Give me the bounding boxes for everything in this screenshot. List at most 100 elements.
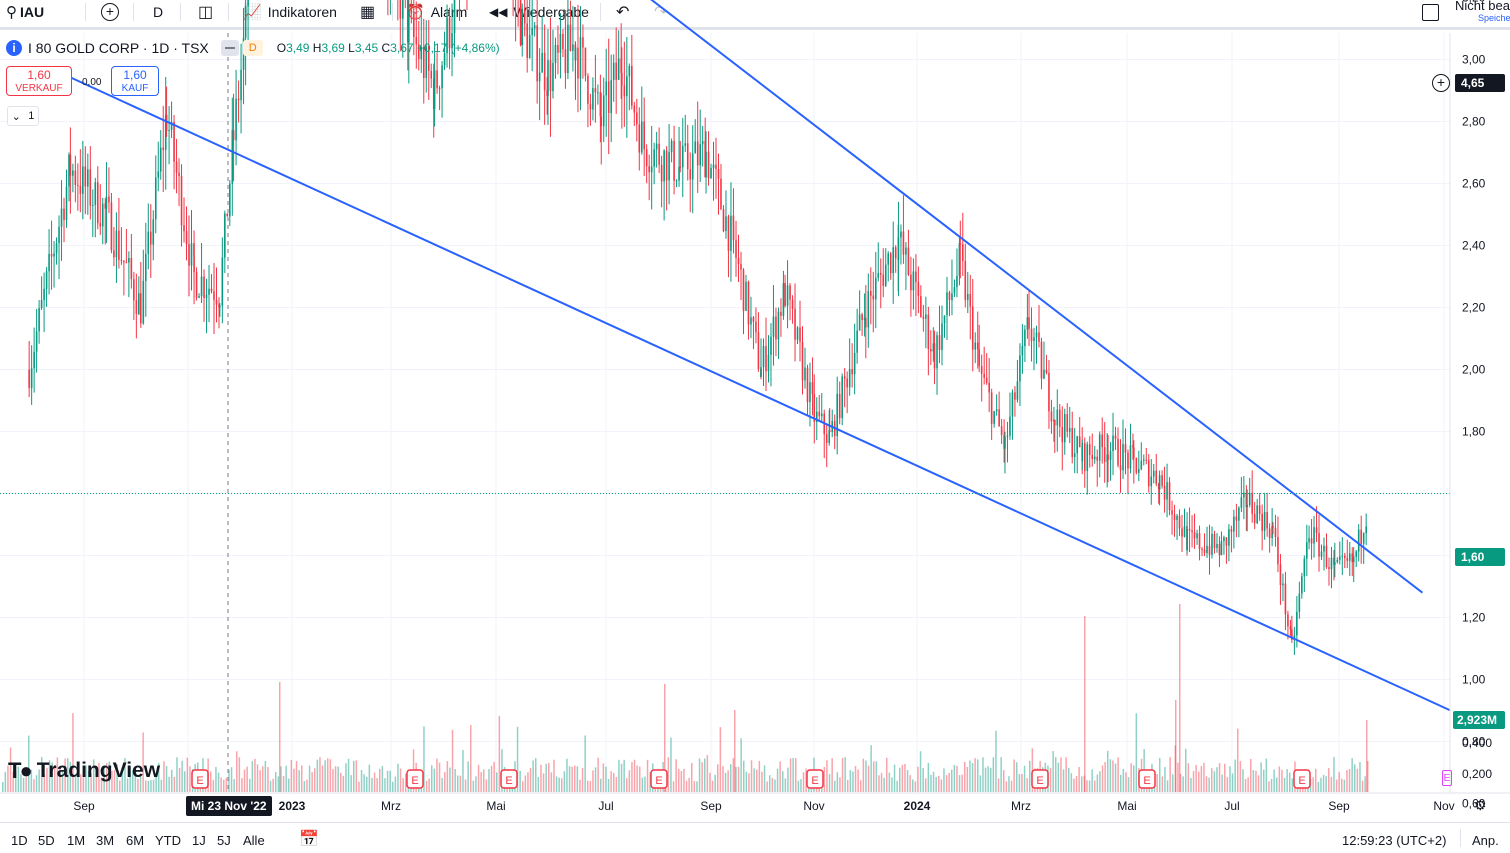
volume-bar: [397, 763, 399, 792]
symbol-search[interactable]: ⚲ IAU: [6, 0, 44, 24]
templates-button[interactable]: ▦: [360, 0, 375, 24]
volume-bar: [436, 758, 438, 792]
candle-body: [569, 24, 572, 51]
candle-body: [1135, 457, 1138, 473]
candle-body: [140, 293, 142, 324]
range-1m[interactable]: 1M: [67, 833, 86, 848]
candle-body: [587, 75, 589, 104]
earnings-marker[interactable]: E: [406, 769, 424, 789]
alert-button[interactable]: ⏰ Alarm: [406, 0, 467, 24]
earnings-marker[interactable]: E: [1138, 769, 1156, 789]
range-5d[interactable]: 5D: [38, 833, 55, 848]
volume-bar: [1073, 778, 1075, 792]
candle-body: [930, 348, 932, 352]
candle-body: [897, 237, 900, 260]
earnings-marker[interactable]: E: [650, 769, 668, 789]
range-6m[interactable]: 6M: [126, 833, 145, 848]
save-checkbox[interactable]: [1422, 0, 1439, 24]
earnings-box: [500, 769, 518, 789]
dividend-badge[interactable]: D: [242, 40, 263, 56]
info-icon[interactable]: i: [6, 40, 22, 56]
volume-spike: [1084, 616, 1086, 792]
candle-body: [640, 121, 643, 153]
sell-button[interactable]: 1,60 VERKAUF: [6, 66, 72, 96]
candle-body: [917, 282, 920, 296]
volume-bar: [236, 751, 238, 792]
range-1d[interactable]: 1D: [11, 833, 28, 848]
tradingview-watermark[interactable]: T● TradingView: [8, 758, 160, 784]
volume-bar: [132, 770, 134, 792]
volume-bar: [152, 779, 155, 792]
range-5j[interactable]: 5J: [217, 833, 231, 848]
range-ytd[interactable]: YTD: [155, 833, 181, 848]
price-axis[interactable]: 4,804,404,204,003,803,603,403,203,002,80…: [1449, 0, 1510, 811]
earnings-marker[interactable]: E: [1293, 769, 1311, 789]
bottom-bar: 1D 5D 1M 3M 6M YTD 1J 5J Alle 📅 12:59:23 (UTC+2)…: [0, 822, 1510, 853]
volume-bar: [854, 766, 857, 792]
undo-button[interactable]: ↶: [616, 0, 629, 24]
spread-value: 0,00: [82, 77, 102, 88]
price-tick: 2,80: [1462, 115, 1486, 129]
volume-bar: [769, 775, 771, 792]
volume-bar: [670, 737, 672, 792]
candle-body: [1114, 435, 1117, 439]
interval-button[interactable]: D: [153, 4, 164, 20]
volume-bar: [1333, 757, 1335, 792]
volume-bar: [628, 770, 631, 792]
chart-type-button[interactable]: ◫: [198, 0, 213, 24]
price-chart[interactable]: E E E E E E E E 4,804,404,204,003,803,603,403,2…: [0, 0, 1510, 822]
search-icon: ⚲: [6, 4, 17, 21]
volume-bar: [1338, 772, 1340, 792]
volume-bar: [316, 759, 319, 792]
volume-bar: [787, 767, 789, 792]
compare-button[interactable]: +: [101, 0, 119, 24]
candle-body: [128, 258, 130, 263]
adjust-button[interactable]: Anp.: [1472, 833, 1499, 848]
candle-body: [701, 141, 704, 145]
time-axis[interactable]: Sep 2023 Mrz Mai Jul Sep Nov 2024 Mrz Mai Jul Sep No…: [0, 792, 1510, 813]
candle-body: [1320, 551, 1323, 557]
volume-bar: [563, 771, 566, 792]
volume-bar: [1104, 762, 1106, 792]
add-alert-plus-icon[interactable]: +: [1432, 74, 1450, 92]
candle-body: [402, 0, 404, 19]
volume-bar: [779, 761, 781, 792]
save-status[interactable]: Nicht bea: [1455, 0, 1510, 13]
volume-bar: [20, 774, 22, 792]
collapse-legend-button[interactable]: ⌄ 1: [7, 106, 39, 126]
volume-bar: [982, 757, 984, 792]
volume-bar: [355, 760, 358, 792]
volume-bar: [545, 763, 547, 792]
calendar-icon[interactable]: 📅: [299, 831, 319, 848]
range-alle[interactable]: Alle: [243, 833, 265, 848]
volume-bar: [1052, 751, 1054, 792]
range-1j[interactable]: 1J: [192, 833, 206, 848]
trendlines[interactable]: [64, 0, 1485, 727]
volume-bar: [1169, 757, 1171, 792]
candle-body: [33, 351, 35, 369]
buy-button[interactable]: 1,60 KAUF: [111, 66, 159, 96]
range-3m[interactable]: 3M: [96, 833, 115, 848]
volume-bar: [121, 770, 124, 792]
time-tick: Sep: [1328, 799, 1350, 813]
candle-body: [208, 288, 210, 295]
settings-icon[interactable]: ⚙: [1474, 797, 1487, 813]
earnings-box: [406, 769, 424, 789]
candle-body: [69, 154, 72, 176]
volume-bar: [368, 764, 371, 792]
earnings-marker[interactable]: E: [191, 769, 209, 789]
alert-label: Alarm: [430, 4, 468, 20]
candle-body: [74, 170, 77, 186]
volume-bar: [685, 780, 688, 792]
volume-bar: [137, 778, 139, 792]
volume-bar: [532, 760, 534, 792]
earnings-marker[interactable]: E: [500, 769, 518, 789]
earnings-marker[interactable]: E: [806, 769, 824, 789]
legend-title[interactable]: I 80 GOLD CORP · 1D · TSX: [28, 40, 209, 56]
future-earnings-icon[interactable]: E: [1442, 770, 1452, 786]
volume-bar: [33, 779, 35, 792]
candle-body: [1310, 538, 1313, 544]
earnings-marker[interactable]: E: [1031, 769, 1049, 789]
clock-text[interactable]: 12:59:23 (UTC+2): [1342, 833, 1447, 848]
